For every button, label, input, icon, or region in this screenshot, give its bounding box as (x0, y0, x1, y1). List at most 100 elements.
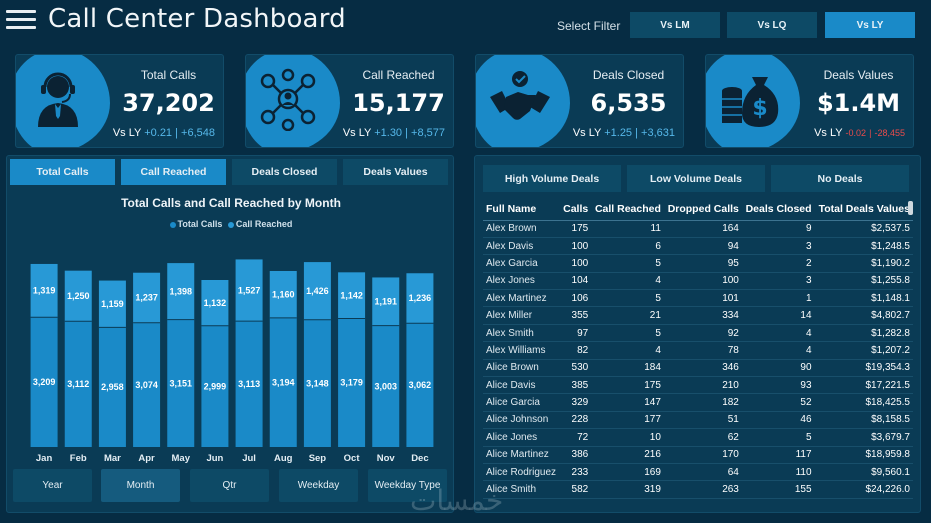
data-label-call-reached: 1,159 (101, 299, 124, 309)
bar-call-reached-mar[interactable] (98, 280, 126, 328)
cell-full-name: Alice Martinez (486, 449, 549, 461)
bar-call-reached-dec[interactable] (406, 273, 434, 324)
table-row[interactable]: Alex Jones 104 4 100 3 $1,255.8 (483, 272, 913, 290)
table-row[interactable]: Alice Davis 385 175 210 93 $17,221.5 (483, 377, 913, 394)
bar-call-reached-jun[interactable] (201, 280, 229, 326)
agents-table-panel: High Volume Deals Low Volume Deals No De… (474, 155, 921, 513)
column-header-deals-closed[interactable]: Deals Closed (745, 202, 812, 215)
table-row[interactable]: Alex Martinez 106 5 101 1 $1,148.1 (483, 290, 913, 307)
table-cell: $18,959.8 (865, 449, 911, 461)
kpi-card-deals-closed: Deals Closed 6,535 Vs LY +1.25 | +3,631 (475, 54, 684, 148)
table-row[interactable]: Alice Rodriguez 233 169 64 110 $9,560.1 (483, 463, 913, 481)
table-row[interactable]: Alex Williams 82 4 78 4 $1,207.2 (483, 342, 913, 360)
cell-full-name: Alice Rodriguez (486, 466, 557, 478)
table-row[interactable]: Alex Garcia 100 5 95 2 $1,190.2 (483, 255, 913, 273)
table-row[interactable]: Alice Jones 72 10 62 5 $3,679.7 (483, 429, 913, 447)
table-row[interactable]: Alex Brown 175 11 164 9 $2,537.5 (483, 220, 913, 238)
table-cell: $9,560.1 (871, 466, 910, 478)
group-weekday-type-button[interactable]: Weekday Type (368, 469, 447, 502)
bar-total-calls-feb[interactable] (64, 321, 92, 447)
filter-vs-lq-button[interactable]: Vs LQ (727, 12, 817, 38)
table-row[interactable]: Alex Smith 97 5 92 4 $1,282.8 (483, 324, 913, 342)
table-row[interactable]: Alice Garcia 329 147 182 52 $18,425.5 (483, 394, 913, 412)
kpi-value: 37,202 (122, 89, 215, 117)
bar-call-reached-sep[interactable] (303, 262, 331, 320)
tab-deals-closed[interactable]: Deals Closed (232, 159, 337, 185)
bar-total-calls-apr[interactable] (133, 322, 161, 447)
bar-total-calls-mar[interactable] (98, 327, 126, 447)
bar-call-reached-apr[interactable] (133, 272, 161, 323)
table-cell: 177 (644, 414, 661, 426)
bar-call-reached-jan[interactable] (30, 263, 58, 318)
table-cell: 90 (800, 362, 812, 374)
table-cell: 4 (655, 344, 661, 356)
kpi-card-call-reached: Call Reached 15,177 Vs LY +1.30 | +8,577 (245, 54, 454, 148)
tab-high-volume-deals[interactable]: High Volume Deals (483, 165, 621, 192)
table-cell: 169 (644, 466, 661, 478)
table-cell: $2,537.5 (871, 223, 910, 235)
kpi-value: $1.4M (816, 89, 901, 117)
month-label: Sep (309, 453, 327, 464)
table-row[interactable]: Alice Johnson 228 177 51 46 $8,158.5 (483, 411, 913, 429)
tab-total-calls[interactable]: Total Calls (10, 159, 115, 185)
filter-vs-lm-button[interactable]: Vs LM (630, 12, 720, 38)
filter-vs-ly-button[interactable]: Vs LY (825, 12, 915, 38)
cell-full-name: Alice Brown (486, 362, 539, 374)
tab-no-deals[interactable]: No Deals (771, 165, 909, 192)
cell-full-name: Alice Smith (486, 484, 537, 496)
bar-call-reached-feb[interactable] (64, 270, 92, 322)
bar-call-reached-may[interactable] (167, 263, 195, 320)
bar-total-calls-jan[interactable] (30, 317, 58, 447)
scrollbar-thumb[interactable] (908, 201, 913, 215)
bar-call-reached-oct[interactable] (338, 272, 366, 319)
bar-total-calls-may[interactable] (167, 319, 195, 447)
cell-full-name: Alice Davis (486, 379, 536, 391)
column-header-calls[interactable]: Calls (563, 202, 589, 215)
bar-total-calls-jun[interactable] (201, 325, 229, 447)
bar-total-calls-oct[interactable] (338, 318, 366, 447)
column-header-total-deals-values[interactable]: Total Deals Values (818, 202, 910, 215)
table-row[interactable]: Alex Miller 355 21 334 14 $4,802.7 (483, 307, 913, 325)
column-header-full-name[interactable]: Full Name (486, 202, 537, 215)
bar-call-reached-aug[interactable] (269, 270, 297, 318)
group-weekday-button[interactable]: Weekday (279, 469, 358, 502)
bar-total-calls-jul[interactable] (235, 321, 263, 447)
network-people-icon (260, 68, 316, 131)
table-cell: 11 (650, 223, 661, 235)
tab-call-reached[interactable]: Call Reached (121, 159, 226, 185)
bar-call-reached-nov[interactable] (372, 277, 400, 326)
chart-legend: Total Calls Call Reached (7, 219, 455, 229)
column-header-call-reached[interactable]: Call Reached (594, 202, 661, 215)
table-row[interactable]: Alice Brown 530 184 346 90 $19,354.3 (483, 359, 913, 377)
table-row[interactable]: Alex Davis 100 6 94 3 $1,248.5 (483, 237, 913, 255)
table-cell: 101 (722, 292, 739, 304)
bar-total-calls-nov[interactable] (372, 325, 400, 447)
table-cell: 21 (649, 310, 661, 322)
month-label: Oct (344, 453, 361, 464)
month-label: Jan (36, 453, 53, 464)
group-qtr-button[interactable]: Qtr (190, 469, 269, 502)
table-cell: $1,190.2 (871, 257, 910, 269)
bar-total-calls-sep[interactable] (303, 319, 331, 447)
legend-label-call-reached: Call Reached (235, 219, 293, 229)
bar-total-calls-dec[interactable] (406, 323, 434, 447)
table-row[interactable]: Alice Smith 582 319 263 155 $24,226.0 (483, 481, 913, 499)
group-month-button[interactable]: Month (101, 469, 180, 502)
bar-call-reached-jul[interactable] (235, 259, 263, 322)
tab-deals-values[interactable]: Deals Values (343, 159, 448, 185)
data-label-total-calls: 3,179 (340, 378, 363, 388)
table-scrollbar[interactable] (908, 201, 913, 509)
menu-icon[interactable] (6, 10, 36, 30)
data-label-total-calls: 3,209 (33, 377, 56, 387)
table-cell: 4 (805, 344, 812, 356)
group-year-button[interactable]: Year (13, 469, 92, 502)
table-cell: 95 (727, 257, 739, 269)
headset-agent-icon (38, 72, 78, 127)
month-label: Jun (206, 453, 223, 464)
table-row[interactable]: Alice Martinez 386 216 170 117 $18,959.8 (483, 446, 913, 464)
column-header-dropped-calls[interactable]: Dropped Calls (667, 202, 739, 215)
kpi-comparison: Vs LY +1.25 | +3,631 (572, 127, 675, 139)
data-label-call-reached: 1,250 (67, 291, 90, 301)
bar-total-calls-aug[interactable] (269, 317, 297, 447)
tab-low-volume-deals[interactable]: Low Volume Deals (627, 165, 765, 192)
